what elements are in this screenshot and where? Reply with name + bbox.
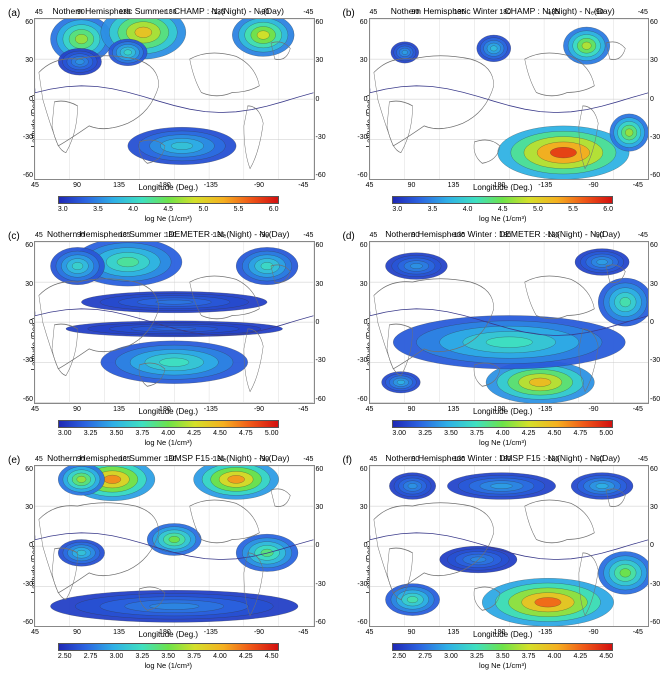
x-ticks-top: 4590135180-135-90-45	[35, 232, 314, 239]
y-ticks-right: 60300-30-60	[316, 19, 328, 179]
map-plot: 4590135180-135-90-454590135180-135-90-45…	[34, 241, 315, 403]
colorbar	[6, 196, 331, 204]
panel-a: (a)Nothern Hemispheric Summer : CHAMP : …	[6, 6, 331, 223]
x-ticks: 4590135180-135-90-45	[35, 629, 314, 636]
x-ticks-top: 4590135180-135-90-45	[370, 456, 649, 463]
y-ticks: 60300-30-60	[19, 242, 33, 402]
colorbar-label: log Ne (1/cm³)	[6, 214, 331, 223]
colorbar-ticks: 2.502.753.003.253.503.754.004.254.50	[392, 653, 613, 660]
colorbar-label: log Ne (1/cm³)	[341, 214, 666, 223]
panel-c: (c)Nothern Hemispheric Summer : DEMETER …	[6, 229, 331, 446]
x-ticks: 4590135180-135-90-45	[370, 406, 649, 413]
y-ticks-right: 60300-30-60	[650, 466, 662, 626]
x-ticks-top: 4590135180-135-90-45	[35, 456, 314, 463]
map-plot: 4590135180-135-90-454590135180-135-90-45…	[369, 18, 650, 180]
colorbar-label: log Ne (1/cm³)	[6, 438, 331, 447]
y-ticks-right: 60300-30-60	[316, 242, 328, 402]
colorbar-label: log Ne (1/cm³)	[341, 661, 666, 670]
map-plot: 4590135180-135-90-454590135180-135-90-45…	[34, 465, 315, 627]
colorbar-label: log Ne (1/cm³)	[6, 661, 331, 670]
map-plot: 4590135180-135-90-454590135180-135-90-45…	[34, 18, 315, 180]
colorbar	[341, 643, 666, 651]
colorbar-ticks: 3.03.54.04.55.05.56.0	[392, 206, 613, 213]
map-plot: 4590135180-135-90-454590135180-135-90-45…	[369, 465, 650, 627]
map-plot: 4590135180-135-90-454590135180-135-90-45…	[369, 241, 650, 403]
panel-b: (b)Nothern Hemispheric Winter : CHAMP : …	[341, 6, 666, 223]
y-ticks: 60300-30-60	[354, 19, 368, 179]
colorbar-ticks: 3.003.253.503.754.004.254.504.755.00	[58, 430, 279, 437]
panel-f: (f)Nothern Hemispheric Winter : DMSP F15…	[341, 453, 666, 670]
y-ticks: 60300-30-60	[354, 242, 368, 402]
x-ticks-top: 4590135180-135-90-45	[370, 232, 649, 239]
y-ticks-right: 60300-30-60	[316, 466, 328, 626]
x-ticks: 4590135180-135-90-45	[370, 182, 649, 189]
x-ticks-top: 4590135180-135-90-45	[35, 9, 314, 16]
y-ticks: 60300-30-60	[354, 466, 368, 626]
panel-e: (e)Nothern Hemispheric Summer : DMSP F15…	[6, 453, 331, 670]
y-ticks-right: 60300-30-60	[650, 19, 662, 179]
colorbar	[341, 420, 666, 428]
colorbar-ticks: 3.003.253.503.754.004.254.504.755.00	[392, 430, 613, 437]
colorbar	[6, 643, 331, 651]
colorbar	[341, 196, 666, 204]
colorbar-label: log Ne (1/cm³)	[341, 438, 666, 447]
x-ticks-top: 4590135180-135-90-45	[370, 9, 649, 16]
colorbar-ticks: 3.03.54.04.55.05.56.0	[58, 206, 279, 213]
y-ticks-right: 60300-30-60	[650, 242, 662, 402]
colorbar	[6, 420, 331, 428]
panel-d: (d)Nothern Hemispheric Winter : DEMETER …	[341, 229, 666, 446]
y-ticks: 60300-30-60	[19, 466, 33, 626]
colorbar-ticks: 2.502.753.003.253.503.754.004.254.50	[58, 653, 279, 660]
x-ticks: 4590135180-135-90-45	[370, 629, 649, 636]
x-ticks: 4590135180-135-90-45	[35, 406, 314, 413]
x-ticks: 4590135180-135-90-45	[35, 182, 314, 189]
y-ticks: 60300-30-60	[19, 19, 33, 179]
